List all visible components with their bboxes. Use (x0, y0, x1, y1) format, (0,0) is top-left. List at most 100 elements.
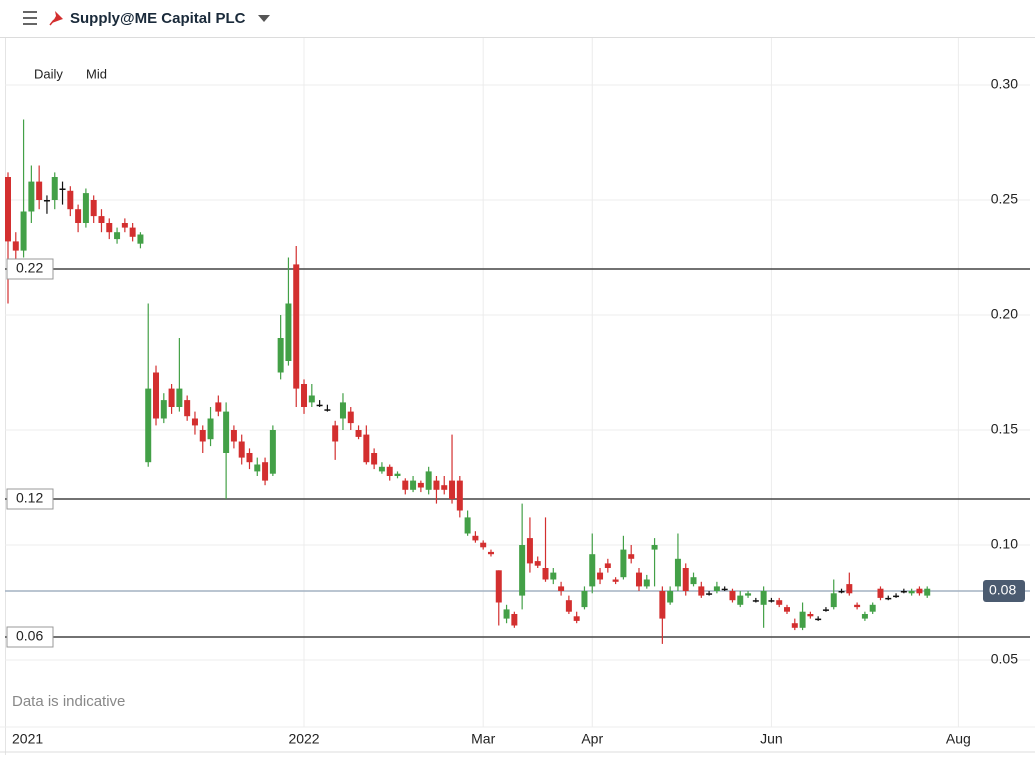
candle-body (12, 241, 19, 251)
candle-body (659, 591, 666, 619)
candle-body (371, 453, 378, 465)
candle-body (542, 568, 549, 580)
candle-body (846, 584, 853, 594)
candle-body (519, 545, 526, 596)
candle-body (581, 591, 588, 608)
candle-body (861, 614, 868, 619)
candle-body (129, 227, 136, 237)
x-tick-label: Aug (946, 731, 971, 747)
y-tick-label: 0.05 (991, 651, 1018, 667)
candle-body (822, 609, 829, 611)
candle-body (215, 402, 222, 412)
candle-body (643, 579, 650, 587)
y-tick-label: 0.25 (991, 191, 1018, 207)
candle-body (791, 623, 798, 628)
candle-body (386, 466, 393, 476)
candle-body (916, 588, 923, 594)
candle-body (238, 441, 245, 458)
candle-body (355, 430, 362, 437)
candle-body (713, 586, 720, 591)
y-tick-label: 0.30 (991, 76, 1018, 92)
candle-body (885, 597, 892, 600)
candle-body (394, 473, 401, 476)
candle-body (558, 586, 565, 591)
candle-body (487, 551, 494, 555)
candle-body (620, 549, 627, 578)
candle-body (168, 388, 175, 407)
menu-icon[interactable] (23, 11, 37, 25)
candle-body (854, 604, 861, 608)
level-label-box (6, 488, 54, 510)
y-tick-label: 0.15 (991, 421, 1018, 437)
candle-body (230, 430, 237, 442)
x-tick-label: Jun (760, 731, 783, 747)
candle-body (456, 480, 463, 511)
candle-body (698, 586, 705, 596)
candle-body (254, 464, 261, 472)
candle-body (628, 554, 635, 559)
candle-body (604, 563, 611, 568)
candle-body (869, 604, 876, 612)
candle-body (223, 411, 230, 453)
candle-body (815, 618, 822, 621)
candle-body (121, 223, 128, 228)
y-tick-label: 0.10 (991, 536, 1018, 552)
candle-body (667, 591, 674, 603)
candle-body (417, 482, 424, 488)
candle-body (59, 188, 66, 190)
candle-body (534, 561, 541, 566)
level-label-box (6, 626, 54, 648)
candle-body (176, 388, 183, 407)
candle-body (768, 600, 775, 602)
candle-body (441, 485, 448, 490)
candle-body (339, 402, 346, 419)
candle-body (75, 209, 82, 223)
candle-body (784, 607, 790, 612)
level-label: 0.12 (16, 490, 43, 506)
candle-body (838, 591, 845, 593)
candle-body (690, 577, 697, 585)
candle-body (799, 611, 806, 628)
x-tick-label: Mar (471, 731, 495, 747)
instrument-title[interactable]: Supply@ME Capital PLC (70, 10, 246, 27)
candle-body (464, 517, 471, 534)
pin-icon (49, 11, 63, 26)
interval-button[interactable]: Daily (34, 66, 63, 81)
candle-body (5, 177, 11, 242)
candle-body (316, 404, 323, 407)
candle-body (472, 535, 479, 541)
dropdown-caret[interactable] (258, 15, 270, 22)
candle-body (776, 600, 783, 605)
candle-body (67, 190, 74, 210)
candle-body (308, 395, 315, 403)
candle-body (526, 538, 533, 564)
candle-body (90, 200, 97, 217)
level-label-box (6, 258, 54, 280)
candle-body (51, 177, 58, 200)
candle-body (82, 193, 89, 223)
candle-body (269, 430, 276, 474)
y-tick-label: 0.20 (991, 306, 1018, 322)
x-tick-label: Apr (581, 731, 603, 747)
x-tick-label: 2022 (288, 731, 319, 747)
candle-body (877, 588, 884, 598)
x-tick-label: 2021 (12, 731, 43, 747)
price-type-button[interactable]: Mid (86, 66, 107, 81)
candle-body (410, 480, 417, 490)
candle-body (729, 591, 736, 601)
candle-body (752, 600, 759, 602)
candle-body (495, 570, 502, 603)
candle-body (908, 591, 915, 594)
candle-body (511, 614, 518, 626)
candle-body (246, 453, 253, 463)
candle-body (721, 588, 728, 591)
candle-body (830, 593, 837, 608)
candle-body (449, 480, 456, 499)
level-label: 0.06 (16, 628, 43, 644)
candle-body (425, 471, 432, 490)
candle-body (153, 372, 160, 419)
candle-body (550, 572, 557, 580)
level-label: 0.22 (16, 260, 43, 276)
candle-body (433, 480, 440, 490)
